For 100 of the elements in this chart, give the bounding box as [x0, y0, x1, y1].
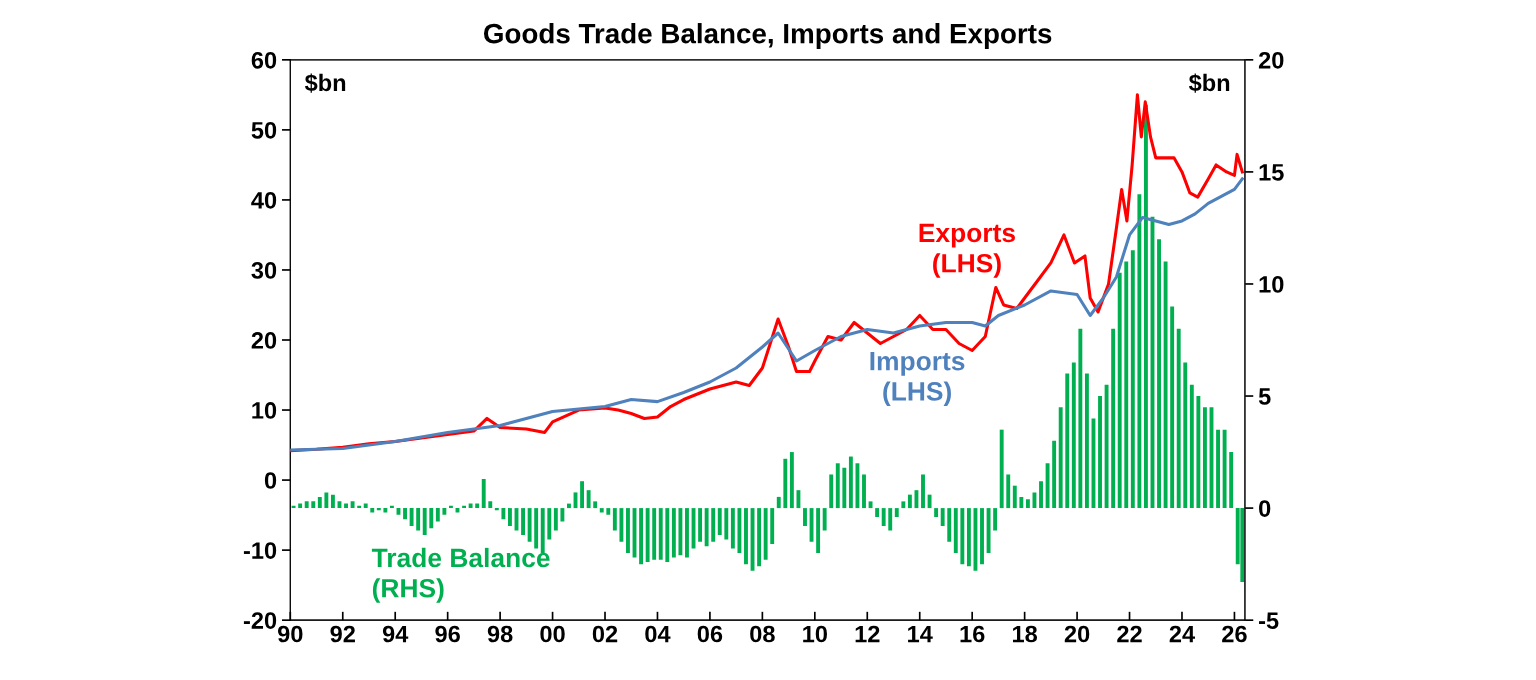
bar: [737, 508, 742, 553]
bar: [940, 508, 945, 527]
bar: [685, 508, 689, 558]
bar: [488, 501, 493, 509]
bar: [986, 508, 991, 553]
x-tick-label: 04: [645, 625, 671, 643]
bar: [796, 490, 801, 509]
bar: [1104, 384, 1109, 509]
bar: [1025, 499, 1030, 509]
bar: [1143, 104, 1148, 509]
series-label: Trade Balance (RHS): [371, 547, 550, 603]
bar: [842, 467, 847, 509]
x-tick-label: 02: [592, 625, 618, 643]
bar: [783, 458, 788, 509]
annotation: $bn: [1188, 73, 1230, 93]
bar: [416, 508, 421, 531]
bar: [619, 508, 624, 542]
bar: [626, 508, 630, 553]
bar: [934, 508, 939, 518]
y-tick-label: 0: [264, 472, 277, 489]
bar: [645, 508, 650, 562]
bar: [763, 508, 768, 560]
y-tick-label: 40: [251, 191, 277, 209]
x-tick-label: 94: [382, 625, 409, 643]
series-label: Exports (LHS): [919, 223, 1015, 278]
x-tick-label: 16: [960, 625, 985, 643]
bar: [639, 508, 644, 565]
y-tick-label: 30: [251, 262, 277, 279]
y-tick-label: 50: [251, 121, 277, 139]
x-tick-label: 10: [803, 625, 827, 643]
bar: [350, 501, 355, 509]
bar: [317, 496, 322, 509]
y2-tick-label: 15: [1259, 164, 1284, 181]
bar: [658, 508, 663, 560]
bar: [711, 508, 716, 542]
bar: [586, 490, 591, 509]
bar: [1222, 429, 1227, 509]
x-tick-label: 98: [487, 625, 513, 643]
x-tick-label: 18: [1012, 625, 1038, 643]
bar: [698, 508, 703, 542]
bar: [429, 508, 434, 529]
annotation: $bn: [304, 73, 346, 93]
bar: [1157, 239, 1161, 509]
bar: [1058, 407, 1063, 509]
bar: [298, 503, 303, 509]
bar: [304, 501, 309, 509]
x-tick-label: 92: [330, 625, 355, 643]
bar: [1176, 328, 1181, 509]
bar: [1006, 474, 1011, 509]
bar: [553, 508, 558, 531]
bar: [724, 508, 729, 540]
bar: [776, 496, 781, 509]
bar: [435, 508, 440, 522]
bar: [960, 508, 965, 565]
bar: [1170, 306, 1175, 509]
bar: [409, 508, 414, 527]
series-label: Imports (LHS): [870, 352, 965, 406]
bar: [993, 508, 998, 531]
x-tick-label: 08: [750, 625, 775, 643]
y2-tick-label: 10: [1259, 276, 1284, 293]
x-tick-label: 12: [855, 625, 880, 643]
bar: [560, 508, 565, 522]
bar: [527, 508, 532, 542]
bar: [403, 508, 407, 520]
y2-tick-label: -5: [1259, 612, 1279, 629]
bar: [862, 474, 866, 509]
bar: [363, 503, 368, 509]
x-tick-label: 20: [1064, 625, 1090, 643]
bar: [612, 508, 617, 531]
bar: [652, 508, 657, 560]
bar: [1084, 373, 1089, 509]
x-tick-label: 22: [1117, 625, 1142, 643]
bar: [875, 508, 880, 518]
bar: [1124, 261, 1129, 509]
bar: [1052, 440, 1057, 509]
bar: [717, 508, 722, 535]
bar: [481, 478, 486, 509]
bar: [1183, 362, 1188, 509]
bar: [1163, 261, 1168, 509]
bar: [1137, 194, 1142, 509]
x-tick-label: 06: [697, 625, 723, 643]
bar: [678, 508, 683, 556]
bar: [1012, 485, 1017, 509]
bar: [704, 508, 709, 547]
bar: [547, 508, 552, 540]
bar: [744, 508, 748, 565]
bar: [1229, 452, 1234, 509]
bar: [475, 503, 480, 509]
bar: [311, 501, 316, 509]
x-tick-label: 24: [1169, 625, 1195, 643]
bar: [770, 508, 775, 544]
bar: [1240, 508, 1245, 583]
bar: [881, 508, 886, 527]
bar: [1065, 373, 1070, 509]
bar: [508, 508, 512, 527]
bar: [344, 503, 348, 509]
bar: [822, 508, 827, 531]
bar: [1039, 481, 1043, 509]
bar: [999, 429, 1004, 509]
bar: [567, 503, 571, 509]
